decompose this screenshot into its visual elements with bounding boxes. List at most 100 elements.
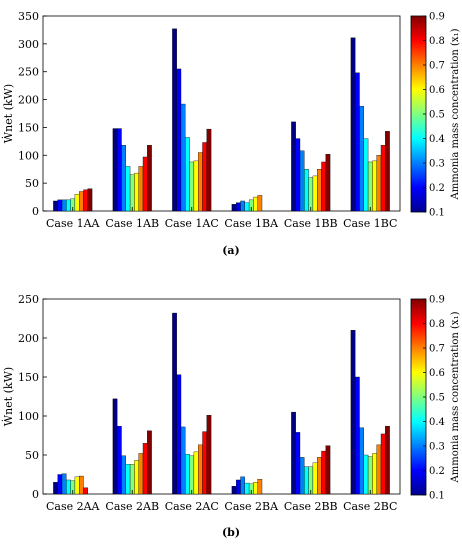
- bar-case-1ac-x0.9: [206, 128, 212, 212]
- bar-case-2ba-x0.4: [244, 482, 250, 495]
- bar-case-2ac-x0.5: [189, 455, 195, 495]
- bar-case-1ac-x0.6: [193, 160, 199, 212]
- bar-case-1ac-x0.3: [180, 103, 186, 212]
- bar-case-2bc-x0.8: [380, 433, 386, 495]
- bar-case-1bc-x0.5: [367, 161, 373, 212]
- bar-case-1bb-x0.5: [308, 177, 314, 212]
- y-tick-label: 50: [25, 449, 39, 462]
- bar-case-2bc-x0.6: [372, 453, 377, 495]
- bar-case-1bb-x0.1: [291, 121, 296, 212]
- bar-case-2bb-x0.5: [308, 466, 314, 495]
- bar-case-1bb-x0.6: [312, 175, 318, 212]
- bar-case-2bc-x0.7: [376, 444, 382, 495]
- bar-case-1ac-x0.4: [185, 137, 190, 212]
- bar-case-2ac-x0.3: [180, 426, 186, 495]
- bar-case-2bb-x0.8: [321, 450, 326, 495]
- bar-case-2ba-x0.1: [231, 486, 237, 495]
- colorbar-tick-label: 0.2: [429, 466, 445, 477]
- bar-case-2bb-x0.9: [325, 445, 331, 495]
- bar-case-1ac-x0.2: [176, 68, 182, 212]
- y-tick-label: 100: [18, 410, 39, 423]
- bar-case-1aa-x0.2: [57, 199, 63, 212]
- x-tick-label: Case 1AC: [165, 217, 219, 230]
- colorbar-tick-label: 0.7: [429, 61, 445, 72]
- colorbar-tick-label: 0.9: [429, 12, 445, 23]
- bar-case-2aa-x0.3: [61, 473, 67, 495]
- plot-frame: [42, 15, 401, 212]
- bar-case-2bc-x0.9: [385, 425, 390, 495]
- y-axis-label: Ẇnet (kW): [1, 84, 15, 143]
- bar-case-2bb-x0.1: [291, 411, 296, 495]
- colorbar-tick-label: 0.8: [429, 319, 445, 330]
- y-tick-label: 250: [18, 66, 39, 79]
- bar-case-1bc-x0.1: [350, 37, 356, 212]
- bar-case-2ac-x0.4: [185, 454, 190, 495]
- bar-case-2ab-x0.4: [125, 464, 131, 495]
- bar-case-2aa-x0.4: [66, 479, 71, 495]
- bar-case-1bb-x0.7: [317, 169, 322, 212]
- bar-case-2ac-x0.1: [172, 312, 177, 495]
- colorbar-title: Ammonia mass concentration (x₁): [450, 28, 461, 200]
- bar-case-2ab-x0.3: [121, 455, 126, 495]
- x-tick-label: Case 1BB: [284, 217, 338, 230]
- bar-case-2bc-x0.2: [355, 376, 360, 495]
- bar-case-2ac-x0.9: [206, 415, 212, 495]
- bar-case-1ac-x0.5: [189, 161, 195, 212]
- bar-case-2ba-x0.6: [253, 482, 258, 495]
- x-tick-label: Case 2BC: [343, 500, 397, 513]
- bar-case-1bb-x0.8: [321, 161, 326, 212]
- bar-case-2aa-x0.1: [53, 482, 58, 495]
- bar-case-1ab-x0.8: [142, 156, 148, 212]
- bar-case-2aa-x0.2: [57, 474, 63, 495]
- colorbar-tick-label: 0.6: [429, 85, 445, 96]
- bar-case-1bc-x0.9: [385, 131, 390, 212]
- bar-case-1ba-x0.3: [240, 200, 245, 212]
- bar-case-2bb-x0.2: [295, 432, 301, 495]
- x-tick-label: Case 1AB: [105, 217, 159, 230]
- bar-case-2ab-x0.7: [138, 453, 144, 495]
- bar-case-2aa-x0.6: [74, 476, 80, 495]
- bar-case-1ba-x0.1: [231, 204, 237, 212]
- y-tick-label: 150: [18, 121, 39, 134]
- x-tick-label: Case 2AA: [46, 500, 101, 513]
- colorbar-tick-label: 0.7: [429, 344, 445, 355]
- bar-case-2aa-x0.8: [83, 487, 88, 495]
- y-tick-label: 100: [18, 149, 39, 162]
- colorbar-tick-label: 0.2: [429, 183, 445, 194]
- bar-case-2ab-x0.1: [112, 398, 118, 495]
- bar-case-1ab-x0.1: [112, 128, 118, 212]
- bar-case-2ab-x0.6: [134, 460, 139, 495]
- y-tick-label: 200: [18, 332, 39, 345]
- y-tick-label: 0: [32, 488, 39, 501]
- bar-case-1bc-x0.8: [380, 145, 386, 212]
- y-tick-label: 200: [18, 94, 39, 107]
- bar-case-2ac-x0.8: [202, 431, 207, 495]
- bar-case-2bc-x0.5: [367, 456, 373, 495]
- bar-case-2ba-x0.7: [257, 479, 263, 495]
- colorbar-tick-label: 0.4: [429, 134, 445, 145]
- bar-case-1aa-x0.3: [61, 199, 67, 212]
- x-tick-label: Case 2AC: [165, 500, 219, 513]
- bar-case-2ba-x0.3: [240, 476, 245, 495]
- bar-case-1ba-x0.4: [244, 202, 250, 212]
- bar-case-2bb-x0.4: [304, 466, 309, 495]
- bar-case-2ab-x0.9: [147, 430, 152, 495]
- bar-case-1ac-x0.1: [172, 28, 177, 212]
- bar-case-2ba-x0.2: [236, 479, 241, 495]
- plot-frame: [42, 298, 401, 495]
- x-tick-label: Case 2AB: [105, 500, 159, 513]
- bar-case-2ac-x0.2: [176, 374, 182, 495]
- bar-case-1bb-x0.4: [304, 169, 309, 212]
- bar-case-2ab-x0.2: [117, 425, 122, 495]
- x-tick-label: Case 2BB: [284, 500, 338, 513]
- bar-case-1ba-x0.6: [253, 196, 258, 212]
- bar-case-1ac-x0.7: [198, 152, 203, 212]
- colorbar-tick-label: 0.5: [429, 110, 445, 121]
- colorbar-title: Ammonia mass concentration (x₁): [450, 311, 461, 483]
- y-tick-label: 150: [18, 371, 39, 384]
- colorbar-tick-label: 0.4: [429, 417, 445, 428]
- bar-case-2bc-x0.1: [350, 330, 356, 495]
- x-tick-label: Case 1BC: [343, 217, 397, 230]
- bar-case-2bb-x0.3: [299, 457, 305, 495]
